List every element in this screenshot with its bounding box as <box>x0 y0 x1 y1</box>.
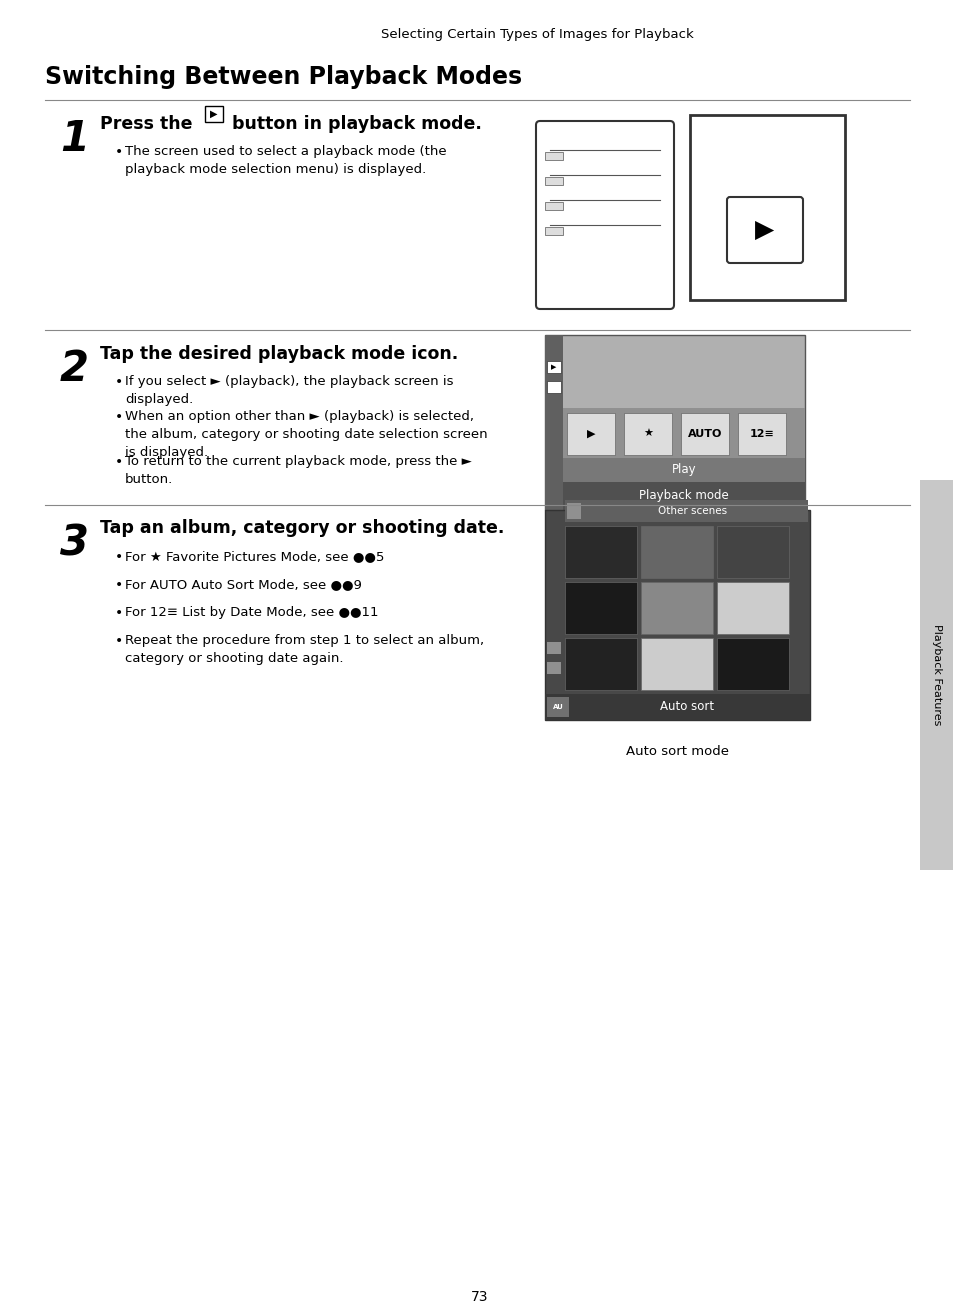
Text: •: • <box>115 455 123 469</box>
FancyBboxPatch shape <box>564 582 637 633</box>
Text: Playback Features: Playback Features <box>931 624 941 725</box>
Text: 3: 3 <box>60 522 89 564</box>
Text: To return to the current playback mode, press the ►
button.: To return to the current playback mode, … <box>125 455 472 486</box>
FancyBboxPatch shape <box>640 526 712 578</box>
Text: •: • <box>115 633 123 648</box>
Text: ▶: ▶ <box>551 364 557 371</box>
Text: Auto sort mode: Auto sort mode <box>625 745 728 758</box>
Text: ▶: ▶ <box>586 428 595 439</box>
FancyBboxPatch shape <box>564 526 637 578</box>
FancyBboxPatch shape <box>623 413 671 455</box>
FancyBboxPatch shape <box>544 335 804 510</box>
FancyBboxPatch shape <box>544 335 562 510</box>
Text: Play: Play <box>671 464 696 477</box>
FancyBboxPatch shape <box>544 202 562 210</box>
Text: For AUTO Auto Sort Mode, see ●●9: For AUTO Auto Sort Mode, see ●●9 <box>125 578 361 591</box>
FancyBboxPatch shape <box>566 503 580 519</box>
FancyBboxPatch shape <box>717 526 788 578</box>
Text: •: • <box>115 410 123 424</box>
FancyBboxPatch shape <box>544 510 809 720</box>
Text: ★: ★ <box>642 428 652 439</box>
Text: 1: 1 <box>60 118 89 160</box>
Text: 73: 73 <box>471 1290 488 1303</box>
Text: Repeat the procedure from step 1 to select an album,
category or shooting date a: Repeat the procedure from step 1 to sele… <box>125 633 483 665</box>
Text: If you select ► (playback), the playback screen is
displayed.: If you select ► (playback), the playback… <box>125 374 453 406</box>
Text: For ★ Favorite Pictures Mode, see ●●5: For ★ Favorite Pictures Mode, see ●●5 <box>125 551 384 562</box>
FancyBboxPatch shape <box>562 482 804 510</box>
Text: Tap an album, category or shooting date.: Tap an album, category or shooting date. <box>100 519 504 537</box>
Text: Other scenes: Other scenes <box>658 506 726 516</box>
Text: ▶: ▶ <box>755 218 774 242</box>
Text: AUTO: AUTO <box>687 428 721 439</box>
FancyBboxPatch shape <box>566 413 615 455</box>
FancyBboxPatch shape <box>562 409 804 459</box>
Text: ▶: ▶ <box>210 109 217 120</box>
FancyBboxPatch shape <box>546 361 560 373</box>
FancyBboxPatch shape <box>205 106 223 122</box>
Text: Selecting Certain Types of Images for Playback: Selecting Certain Types of Images for Pl… <box>380 28 693 41</box>
Text: The screen used to select a playback mode (the
playback mode selection menu) is : The screen used to select a playback mod… <box>125 145 446 176</box>
FancyBboxPatch shape <box>536 121 673 309</box>
Text: Tap the desired playback mode icon.: Tap the desired playback mode icon. <box>100 346 457 363</box>
Text: When an option other than ► (playback) is selected,
the album, category or shoot: When an option other than ► (playback) i… <box>125 410 487 459</box>
Text: •: • <box>115 578 123 593</box>
Text: Switching Between Playback Modes: Switching Between Playback Modes <box>45 64 521 89</box>
FancyBboxPatch shape <box>546 696 568 717</box>
FancyBboxPatch shape <box>544 177 562 185</box>
FancyBboxPatch shape <box>640 639 712 690</box>
Text: 2: 2 <box>60 348 89 390</box>
Text: 12≡: 12≡ <box>749 428 774 439</box>
FancyBboxPatch shape <box>564 639 637 690</box>
FancyBboxPatch shape <box>919 480 953 870</box>
Text: For 12≡ List by Date Mode, see ●●11: For 12≡ List by Date Mode, see ●●11 <box>125 606 378 619</box>
Text: •: • <box>115 145 123 159</box>
Text: Auto sort: Auto sort <box>659 700 714 714</box>
FancyBboxPatch shape <box>738 413 785 455</box>
FancyBboxPatch shape <box>717 582 788 633</box>
Text: •: • <box>115 606 123 620</box>
FancyBboxPatch shape <box>717 639 788 690</box>
FancyBboxPatch shape <box>544 227 562 235</box>
Text: Playback mode: Playback mode <box>639 490 728 502</box>
FancyBboxPatch shape <box>680 413 728 455</box>
FancyBboxPatch shape <box>726 197 802 263</box>
FancyBboxPatch shape <box>544 152 562 160</box>
FancyBboxPatch shape <box>564 501 807 522</box>
FancyBboxPatch shape <box>546 643 560 654</box>
Text: Press the: Press the <box>100 116 198 133</box>
Text: •: • <box>115 551 123 564</box>
FancyBboxPatch shape <box>562 459 804 482</box>
Text: AU: AU <box>552 704 563 710</box>
Text: •: • <box>115 374 123 389</box>
FancyBboxPatch shape <box>546 381 560 393</box>
Text: button in playback mode.: button in playback mode. <box>226 116 481 133</box>
FancyBboxPatch shape <box>544 694 809 720</box>
FancyBboxPatch shape <box>689 116 844 300</box>
FancyBboxPatch shape <box>546 662 560 674</box>
FancyBboxPatch shape <box>640 582 712 633</box>
